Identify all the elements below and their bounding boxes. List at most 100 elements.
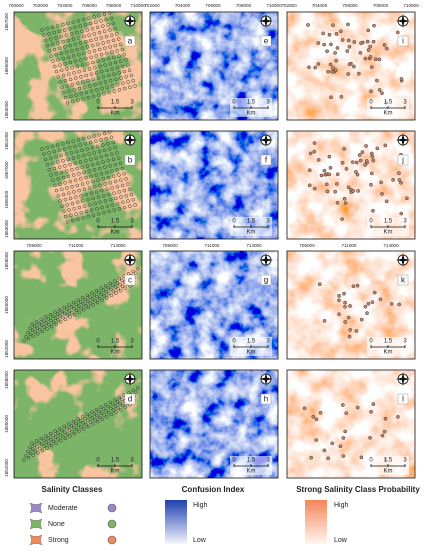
- panel-letter-box: [124, 393, 136, 405]
- panel-letter: e: [264, 37, 269, 46]
- sample-point: [59, 153, 63, 158]
- sample-point: [355, 405, 360, 410]
- sample-point: [117, 71, 121, 75]
- sample-point: [69, 213, 73, 218]
- sample-point: [76, 304, 81, 308]
- sample-point: [90, 416, 95, 420]
- sample-point: [115, 32, 119, 36]
- sample-point: [379, 180, 383, 185]
- sample-point: [56, 318, 60, 322]
- sample-point: [343, 429, 348, 434]
- sample-point: [57, 29, 62, 34]
- panel-border: [149, 250, 279, 360]
- sample-point: [348, 304, 352, 308]
- sample-point: [87, 67, 92, 71]
- sample-point: [89, 89, 94, 93]
- sample-point: [50, 25, 55, 30]
- sample-point: [82, 85, 87, 89]
- sample-point: [375, 146, 380, 151]
- sample-point: [98, 64, 102, 69]
- sample-point: [118, 161, 123, 166]
- sample-point: [396, 415, 400, 419]
- sample-point: [103, 182, 107, 186]
- legend-gradient: [305, 500, 327, 544]
- sample-point: [111, 289, 116, 293]
- scale-unit: Km: [111, 111, 120, 117]
- sample-point: [331, 23, 335, 28]
- sample-point: [334, 32, 339, 36]
- sample-point: [67, 191, 71, 195]
- sample-point: [67, 89, 71, 93]
- sample-point: [58, 182, 62, 186]
- sample-point: [66, 21, 70, 26]
- panel-letter-box: [397, 35, 409, 47]
- sample-point: [121, 200, 125, 205]
- sample-point: [112, 89, 117, 93]
- panel-border: [286, 250, 416, 360]
- sample-point: [71, 54, 76, 58]
- sample-point: [119, 178, 123, 182]
- sample-point: [372, 23, 376, 28]
- sample-point: [118, 282, 122, 287]
- sample-point: [108, 147, 112, 151]
- sample-point: [99, 36, 104, 40]
- sample-point: [61, 56, 66, 61]
- sample-point: [325, 189, 330, 194]
- sample-point: [103, 63, 107, 67]
- sample-point: [76, 155, 81, 159]
- sample-point: [52, 183, 57, 188]
- sample-point: [126, 80, 130, 84]
- sample-point: [371, 39, 376, 44]
- scale-tick-label: 0: [96, 339, 100, 345]
- sample-point: [62, 209, 66, 214]
- sample-point: [94, 407, 99, 412]
- sample-point: [76, 36, 81, 40]
- sample-point: [56, 194, 61, 198]
- sample-point: [84, 175, 88, 180]
- sample-point: [81, 421, 85, 425]
- y-coord-label: 1855000: [4, 415, 9, 433]
- sample-point: [314, 438, 319, 442]
- sample-point: [357, 153, 362, 157]
- sample-point: [131, 78, 136, 83]
- sample-point: [346, 72, 351, 76]
- sample-point: [24, 335, 28, 339]
- sample-point: [369, 409, 373, 414]
- sample-point: [22, 458, 26, 462]
- legend-label: Moderate: [48, 505, 78, 512]
- sample-point: [347, 62, 352, 67]
- sample-point: [96, 178, 100, 182]
- scale-unit: Km: [247, 111, 256, 117]
- sample-point: [337, 312, 341, 317]
- y-coord-label: 1858000: [4, 252, 9, 270]
- sample-point: [57, 165, 62, 169]
- y-coord-label: 1852000: [4, 459, 9, 477]
- sample-point: [84, 90, 89, 95]
- y-coord-label: 1858000: [4, 371, 9, 389]
- sample-point: [106, 56, 111, 61]
- sample-point: [318, 410, 323, 415]
- sample-point: [97, 30, 102, 35]
- sample-point: [111, 140, 115, 145]
- sample-point: [51, 178, 55, 182]
- scale-bar: [233, 106, 269, 109]
- sample-point: [122, 205, 127, 210]
- sample-point: [65, 426, 69, 430]
- sample-point: [108, 45, 112, 49]
- sample-point: [116, 156, 121, 160]
- sample-point: [106, 39, 111, 44]
- sample-point: [52, 64, 57, 69]
- sample-point: [120, 64, 125, 69]
- sample-point: [69, 32, 74, 36]
- sample-point: [88, 203, 92, 207]
- sample-point: [60, 204, 64, 208]
- scale-unit: Km: [111, 230, 120, 236]
- sample-point: [54, 441, 58, 445]
- sample-point: [73, 42, 78, 47]
- sample-point: [75, 149, 79, 154]
- sample-point: [371, 158, 376, 163]
- legend-swatch: [29, 518, 43, 530]
- sample-point: [108, 400, 112, 405]
- sample-point: [91, 213, 96, 218]
- sample-point: [72, 88, 76, 92]
